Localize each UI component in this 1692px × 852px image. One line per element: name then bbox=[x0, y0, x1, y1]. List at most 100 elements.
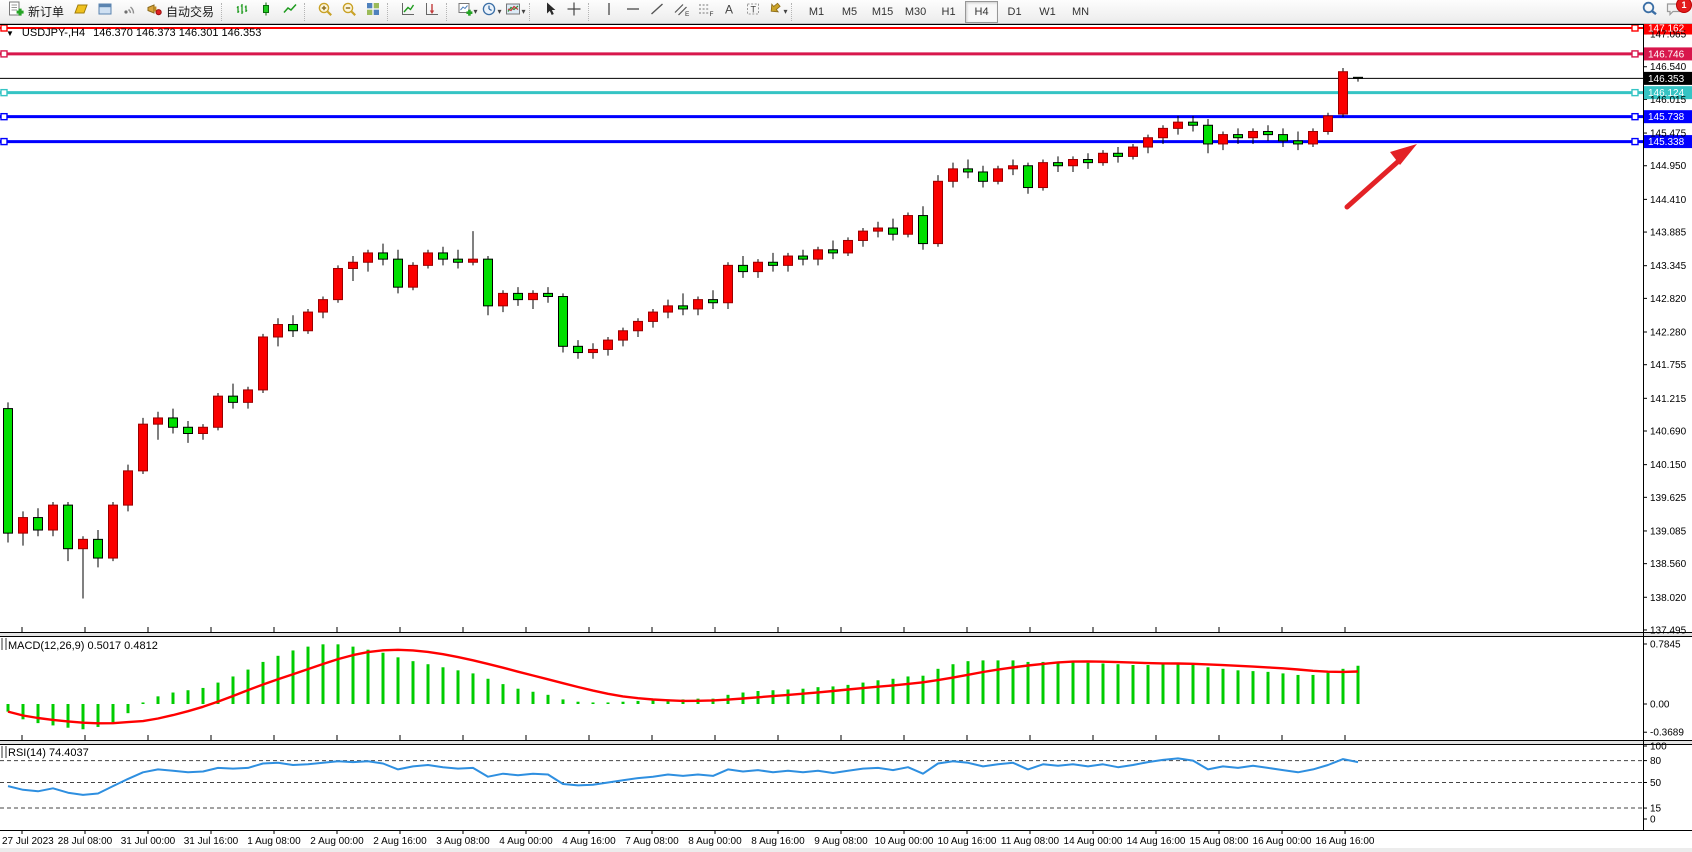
indicators-icon bbox=[400, 1, 416, 22]
date-tick-label: 31 Jul 00:00 bbox=[121, 836, 176, 847]
line-handle[interactable] bbox=[0, 137, 8, 146]
line-handle[interactable] bbox=[1631, 50, 1639, 58]
price-axis[interactable] bbox=[1643, 21, 1692, 631]
line-handle[interactable] bbox=[1631, 137, 1639, 146]
level-price-badge-label: 145.338 bbox=[1648, 137, 1685, 148]
fibonacci-button[interactable]: F bbox=[693, 1, 717, 23]
dropdown-caret-icon: ▾ bbox=[497, 7, 502, 16]
chart-window[interactable]: 147.065 146.540 146.015 145.475 144.950 144.4… bbox=[0, 21, 1692, 852]
date-tick-label: 10 Aug 16:00 bbox=[938, 836, 997, 847]
symbol-label: USDJPY-,H4 bbox=[21, 27, 86, 39]
arrows-dropdown[interactable]: ▾ bbox=[765, 1, 789, 23]
text-icon: A bbox=[721, 1, 737, 22]
tf-h4-button[interactable]: H4 bbox=[965, 0, 999, 23]
tf-m30-button[interactable]: M30 bbox=[904, 5, 927, 18]
rsi-label: RSI(14) 74.4037 bbox=[8, 747, 89, 759]
toolbar-separator bbox=[529, 2, 535, 21]
new-chart-dropdown[interactable]: ▾ bbox=[455, 1, 479, 23]
date-tick-label: 14 Aug 00:00 bbox=[1064, 836, 1123, 847]
date-tick-label: 14 Aug 16:00 bbox=[1127, 836, 1186, 847]
level-price-badge-label: 145.738 bbox=[1648, 112, 1685, 123]
search-button[interactable] bbox=[1638, 1, 1662, 23]
terminal-button[interactable] bbox=[93, 1, 117, 23]
vertical-line-icon bbox=[601, 1, 617, 22]
price-tick-label: 142.280 bbox=[1650, 328, 1687, 339]
line-handle[interactable] bbox=[0, 112, 8, 121]
new-order-button[interactable]: 新订单 bbox=[3, 1, 69, 23]
candlestick-button[interactable] bbox=[254, 1, 278, 23]
tf-m1-button[interactable]: M1 bbox=[808, 5, 825, 18]
line-handle[interactable] bbox=[1631, 24, 1639, 32]
line-handle[interactable] bbox=[0, 88, 8, 97]
new-order-icon bbox=[8, 1, 24, 22]
search-icon bbox=[1641, 0, 1659, 23]
rsi-panel bbox=[0, 745, 1647, 820]
zoom-out-button[interactable] bbox=[337, 1, 361, 23]
price-tick-label: 138.020 bbox=[1650, 593, 1687, 604]
zoom-in-button[interactable] bbox=[313, 1, 337, 23]
trend-arrow[interactable] bbox=[1344, 144, 1417, 210]
text-label-button[interactable]: T bbox=[741, 1, 765, 23]
tf-w1-button[interactable]: W1 bbox=[1039, 5, 1056, 18]
toolbar-separator bbox=[387, 2, 393, 21]
line-handle[interactable] bbox=[1631, 88, 1639, 97]
period-dropdown[interactable]: ▾ bbox=[479, 1, 503, 23]
indicators-button[interactable] bbox=[396, 1, 420, 23]
toolbar: 新订单 自动交易 ▾ ▾ ▾ E F A T ▾ bbox=[0, 0, 1692, 24]
horizontal-line-button[interactable] bbox=[621, 1, 645, 23]
template-icon bbox=[505, 1, 521, 22]
candles bbox=[3, 67, 1363, 599]
chart-canvas[interactable]: 147.065 146.540 146.015 145.475 144.950 144.4… bbox=[0, 21, 1692, 852]
cursor-button[interactable] bbox=[538, 1, 562, 23]
candlestick-icon bbox=[258, 1, 274, 22]
level-price-badge bbox=[1644, 135, 1692, 149]
macd-tick-label: 0.7845 bbox=[1650, 639, 1681, 650]
level-price-badge bbox=[1644, 110, 1692, 124]
tf-m5-button[interactable]: M5 bbox=[841, 5, 858, 18]
dropdown-caret-icon: ▾ bbox=[521, 7, 526, 16]
horizontal-line-icon bbox=[625, 1, 641, 22]
signal-button[interactable] bbox=[117, 1, 141, 23]
tf-h1-button[interactable]: H1 bbox=[941, 5, 956, 18]
toolbar-separator bbox=[588, 2, 594, 21]
date-tick-label: 2 Aug 00:00 bbox=[310, 836, 364, 847]
vertical-line-button[interactable] bbox=[597, 1, 621, 23]
tf-d1-button[interactable]: D1 bbox=[1007, 5, 1022, 18]
date-tick-label: 4 Aug 00:00 bbox=[499, 836, 553, 847]
tf-m15-button[interactable]: M15 bbox=[871, 5, 894, 18]
date-tick-label: 9 Aug 08:00 bbox=[814, 836, 868, 847]
text-button[interactable]: A bbox=[717, 1, 741, 23]
tile-windows-icon bbox=[365, 1, 381, 22]
tf-mn-button[interactable]: MN bbox=[1071, 5, 1090, 18]
date-axis[interactable] bbox=[21, 627, 1346, 834]
date-tick-label: 7 Aug 08:00 bbox=[625, 836, 679, 847]
signal-icon bbox=[121, 1, 137, 22]
price-tick-label: 147.065 bbox=[1650, 30, 1687, 41]
line-handle[interactable] bbox=[0, 50, 8, 58]
macd-tick-label: 0.00 bbox=[1650, 700, 1670, 711]
chat-button[interactable]: 1 bbox=[1662, 0, 1692, 23]
crosshair-button[interactable] bbox=[562, 1, 586, 23]
line-handle[interactable] bbox=[1631, 112, 1639, 121]
trendline-button[interactable] bbox=[645, 1, 669, 23]
chevron-down-icon[interactable]: ▼ bbox=[6, 28, 14, 38]
line-chart-button[interactable] bbox=[278, 1, 302, 23]
cursor-chart-button[interactable] bbox=[420, 1, 444, 23]
date-tick-label: 11 Aug 08:00 bbox=[1001, 836, 1060, 847]
price-tick-label: 139.625 bbox=[1650, 493, 1687, 504]
ohlc-values: 146.370 146.373 146.301 146.353 bbox=[93, 27, 262, 39]
price-tick-label: 141.755 bbox=[1650, 360, 1687, 371]
tile-windows-button[interactable] bbox=[361, 1, 385, 23]
text-label-icon: T bbox=[745, 1, 761, 22]
price-level-lines[interactable] bbox=[0, 24, 1643, 146]
template-dropdown[interactable]: ▾ bbox=[503, 1, 527, 23]
macd-tick-label: -0.3689 bbox=[1650, 728, 1684, 739]
auto-trading-button[interactable]: 自动交易 bbox=[141, 1, 219, 23]
bar-chart-button[interactable] bbox=[230, 1, 254, 23]
trendline-icon bbox=[649, 1, 665, 22]
date-tick-label: 8 Aug 00:00 bbox=[688, 836, 742, 847]
svg-text:T: T bbox=[751, 5, 757, 15]
notification-badge[interactable]: 1 bbox=[1676, 0, 1692, 13]
chart-profile-button[interactable] bbox=[69, 1, 93, 23]
channel-button[interactable]: E bbox=[669, 1, 693, 23]
